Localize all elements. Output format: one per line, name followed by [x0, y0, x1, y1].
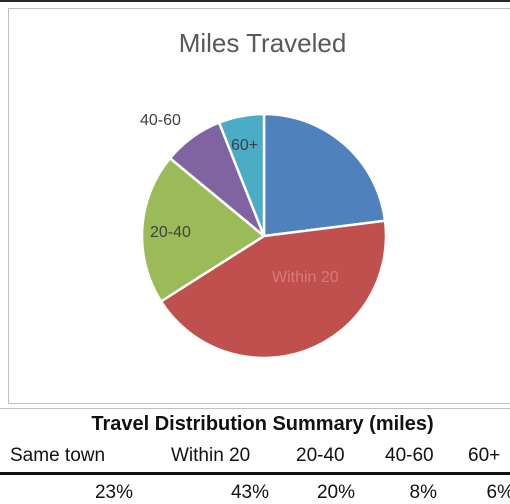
header-rule	[0, 472, 510, 475]
summary-title: Travel Distribution Summary (miles)	[91, 413, 434, 435]
header-within-20: Within 20	[171, 445, 251, 466]
header-40-60: 40-60	[385, 445, 434, 466]
header-same-town: Same town	[10, 445, 106, 466]
value-20-40: 20%	[316, 482, 355, 503]
value-60-plus: 6%	[486, 482, 510, 503]
header-20-40: 20-40	[296, 445, 345, 466]
header-60-plus: 60+	[468, 445, 501, 466]
slice-label-within-20: Within 20	[272, 269, 339, 286]
value-40-60: 8%	[409, 482, 437, 503]
summary-table: Travel Distribution Summary (miles) Same…	[0, 408, 510, 503]
top-border	[0, 0, 510, 8]
pie-slice-within-20	[159, 219, 388, 360]
pie-slice-20-40	[140, 156, 267, 304]
slice-label-60-plus: 60+	[231, 137, 258, 154]
slice-label-same-town: Same town	[272, 197, 314, 234]
chart-title: Miles Traveled	[178, 28, 347, 58]
pie-slice-same-town	[262, 112, 387, 238]
slice-label-20-40: 20-40	[150, 224, 191, 241]
chart-area: Miles Traveled Same town Within 20 20-40 40-…	[8, 8, 510, 404]
pie-slice-60-plus	[217, 112, 266, 237]
value-within-20: 43%	[230, 482, 269, 503]
pie-chart: Same town Within 20 20-40 40-60 60+	[140, 112, 388, 360]
slice-label-40-60: 40-60	[140, 112, 181, 129]
value-same-town: 23%	[94, 482, 133, 503]
chart-frame	[8, 8, 510, 404]
